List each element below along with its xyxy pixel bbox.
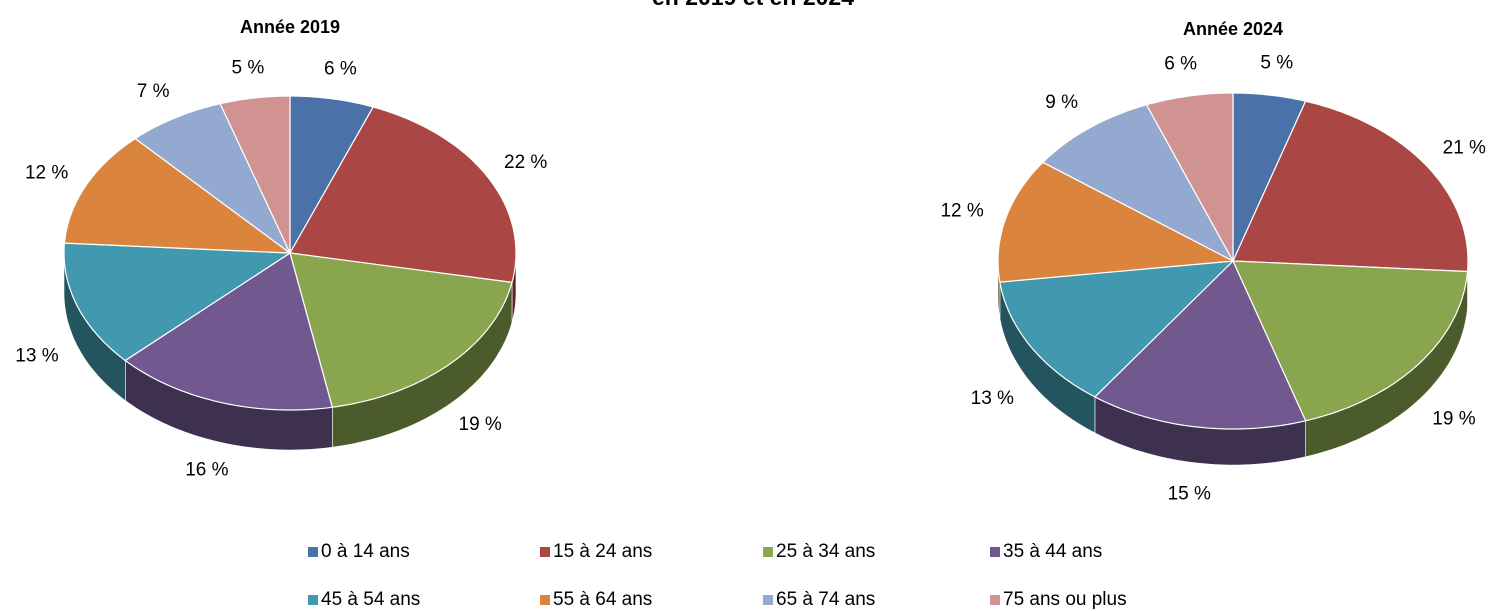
legend-marker: [990, 547, 1000, 557]
slice: [1145, 92, 1234, 264]
legend-label: 75 ans ou plus: [1003, 589, 1127, 610]
legend-marker: [990, 595, 1000, 605]
slice: [289, 106, 517, 284]
data-label: 22 %: [504, 152, 547, 173]
data-label: 12 %: [940, 200, 983, 221]
slice: [124, 252, 334, 411]
slice: [997, 161, 1236, 283]
legend-label: 55 à 64 ans: [553, 589, 652, 610]
legend-label: 45 à 54 ans: [321, 589, 420, 610]
legend-marker: [308, 547, 318, 557]
slice: [134, 103, 291, 254]
slice: [1232, 100, 1469, 273]
legend-marker: [540, 547, 550, 557]
slice: [1041, 104, 1235, 263]
data-label: 19 %: [1432, 409, 1475, 430]
slice: [289, 252, 513, 408]
legend-marker: [540, 595, 550, 605]
legend-label: 35 à 44 ans: [1003, 541, 1102, 562]
slice: [63, 242, 292, 362]
slice: [289, 95, 375, 256]
legend-marker: [308, 595, 318, 605]
data-label: 13 %: [971, 388, 1014, 409]
data-label: 19 %: [459, 414, 502, 435]
pie-title: Année 2024: [1183, 19, 1283, 39]
data-label: 6 %: [324, 58, 357, 79]
data-label: 5 %: [232, 57, 265, 78]
data-label: 7 %: [137, 81, 170, 102]
legend-marker: [763, 595, 773, 605]
slice: [63, 137, 292, 254]
legend-marker: [763, 547, 773, 557]
legend-label: 25 à 34 ans: [776, 541, 875, 562]
slice: [219, 95, 291, 254]
chart-title: en 2019 et en 2024: [652, 0, 854, 10]
legend-label: 15 à 24 ans: [553, 541, 652, 562]
slice: [1232, 260, 1469, 422]
legend-label: 0 à 14 ans: [321, 541, 410, 562]
data-label: 9 %: [1045, 92, 1078, 113]
data-label: 13 %: [15, 345, 58, 366]
data-label: 16 %: [185, 460, 228, 481]
slice: [1093, 259, 1307, 430]
slice: [1232, 92, 1307, 262]
data-label: 15 %: [1168, 483, 1211, 504]
data-label: 12 %: [25, 162, 68, 183]
data-label: 6 %: [1164, 54, 1197, 75]
data-label: 21 %: [1443, 138, 1486, 159]
data-label: 5 %: [1260, 53, 1293, 74]
pie-title: Année 2019: [240, 17, 340, 37]
legend-label: 65 à 74 ans: [776, 589, 875, 610]
slice: [999, 260, 1235, 398]
